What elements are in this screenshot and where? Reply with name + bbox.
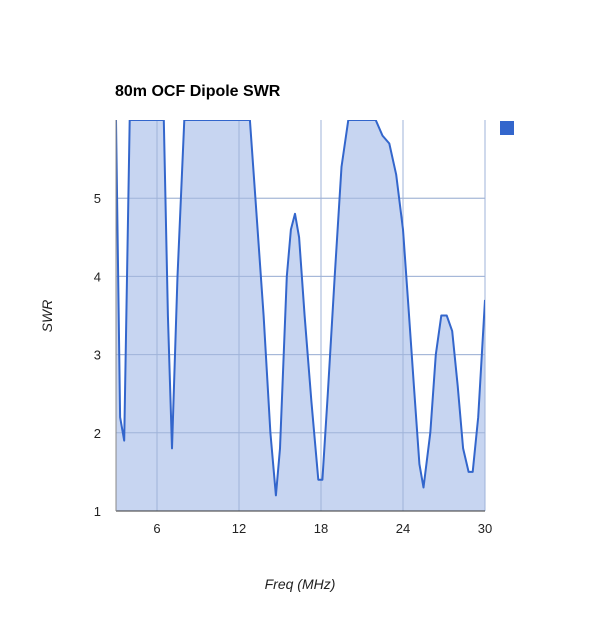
series-line bbox=[116, 120, 485, 497]
legend-swatch bbox=[500, 121, 514, 135]
y-tick-label: 2 bbox=[94, 426, 101, 441]
plot-area bbox=[115, 120, 486, 512]
x-tick-label: 6 bbox=[153, 521, 160, 536]
y-tick-label: 5 bbox=[94, 191, 101, 206]
y-tick-label: 4 bbox=[94, 269, 101, 284]
x-tick-label: 18 bbox=[314, 521, 328, 536]
y-tick-label: 1 bbox=[94, 504, 101, 519]
y-tick-label: 3 bbox=[94, 348, 101, 363]
series-area bbox=[116, 120, 485, 511]
x-axis-title: Freq (MHz) bbox=[265, 576, 336, 592]
x-tick-label: 24 bbox=[396, 521, 410, 536]
y-axis-title: SWR bbox=[39, 300, 55, 333]
x-tick-label: 30 bbox=[478, 521, 492, 536]
x-tick-label: 12 bbox=[232, 521, 246, 536]
chart-title: 80m OCF Dipole SWR bbox=[115, 83, 281, 100]
